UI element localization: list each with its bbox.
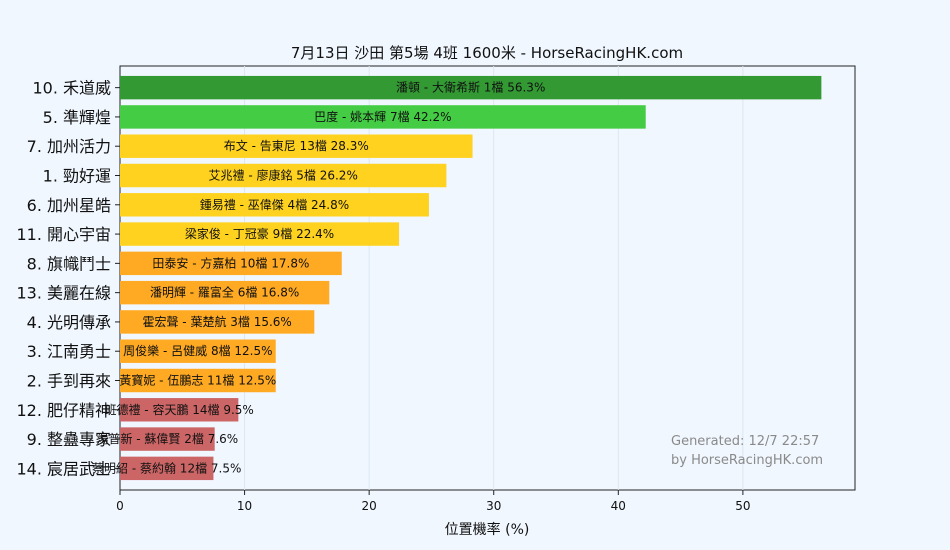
x-tick-label-0: 0 <box>116 499 124 513</box>
plot-area <box>119 65 856 491</box>
bar-label-1: 潘頓 - 大衛希斯 1檔 56.3% <box>396 80 545 95</box>
bar-label-8: 潘明輝 - 羅富全 6檔 16.8% <box>150 285 299 300</box>
bar-6 <box>120 222 400 246</box>
x-tick-label-40: 40 <box>611 499 626 513</box>
bar-label-12: 班德禮 - 容天鵬 14檔 9.5% <box>104 402 253 417</box>
bars-group: 10. 禾道威 潘頓 - 大衛希斯 1檔 56.3% 5. 準輝煌 巴度 - 姚本輝 … <box>16 75 822 481</box>
bar-label-6: 梁家俊 - 丁冠豪 9檔 22.4% <box>185 226 334 241</box>
bar-label-11: 黃寶妮 - 伍鵬志 11檔 12.5% <box>119 373 276 388</box>
bar-2 <box>120 105 646 129</box>
bar-label-9: 霍宏聲 - 葉楚航 3檔 15.6% <box>142 314 291 329</box>
chart-title: 7月13日 沙田 第5場 4班 1600米 - HorseRacingHK.co… <box>291 44 683 62</box>
bar-label-7: 田泰安 - 方嘉柏 10檔 17.8% <box>152 255 309 270</box>
bar-12 <box>120 398 239 422</box>
bar-5 <box>120 193 429 217</box>
category-label-6: 11. 開心宇宙 <box>16 225 111 244</box>
category-label-10: 3. 江南勇士 <box>27 342 111 361</box>
category-label-7: 8. 旗幟鬥士 <box>27 254 111 273</box>
category-label-5: 6. 加州星皓 <box>27 196 111 215</box>
bar-label-13: 湯普新 - 蘇偉賢 2檔 7.6% <box>96 431 238 446</box>
bar-1 <box>120 75 822 100</box>
category-label-3: 7. 加州活力 <box>27 137 111 156</box>
bar-13 <box>120 427 215 451</box>
x-tick-label-30: 30 <box>486 499 501 513</box>
category-label-4: 1. 勁好運 <box>43 167 111 186</box>
bar-label-14: 蔡明紹 - 蔡約翰 12檔 7.5% <box>92 460 241 475</box>
category-label-2: 5. 準輝煌 <box>43 108 111 127</box>
bar-3 <box>120 134 473 158</box>
footer-source: by HorseRacingHK.com <box>671 453 823 468</box>
x-axis-label: 位置機率 (%) <box>445 521 530 538</box>
category-label-14: 14. 宸居武士 <box>16 459 111 478</box>
category-label-11: 2. 手到再來 <box>27 372 111 391</box>
bar-11 <box>120 368 276 393</box>
x-tick-label-50: 50 <box>735 499 750 513</box>
x-axis-ticks: 0 10 20 30 40 50 <box>116 490 751 513</box>
footer-generated: Generated: 12/7 22:57 <box>671 434 819 449</box>
category-label-9: 4. 光明傳承 <box>27 313 111 332</box>
category-label-13: 9. 整蠱專家 <box>27 430 111 449</box>
bar-label-10: 周俊樂 - 呂健威 8檔 12.5% <box>123 343 272 358</box>
x-tick-label-10: 10 <box>237 499 252 513</box>
bar-14 <box>120 456 214 481</box>
bar-label-3: 布文 - 告東尼 13檔 28.3% <box>224 138 369 153</box>
bar-label-5: 鍾易禮 - 巫偉傑 4檔 24.8% <box>200 198 349 212</box>
bar-8 <box>120 280 330 305</box>
bar-label-2: 巴度 - 姚本輝 7檔 42.2% <box>314 109 451 124</box>
x-tick-label-20: 20 <box>362 499 377 513</box>
bar-7 <box>120 251 342 276</box>
bar-10 <box>120 339 276 363</box>
bar-9 <box>120 310 315 334</box>
category-label-12: 12. 肥仔精神 <box>16 401 111 420</box>
category-label-1: 10. 禾道威 <box>32 79 111 98</box>
bar-4 <box>120 163 447 188</box>
bar-label-4: 艾兆禮 - 廖康銘 5檔 26.2% <box>209 168 358 183</box>
category-label-8: 13. 美麗在線 <box>16 284 111 303</box>
